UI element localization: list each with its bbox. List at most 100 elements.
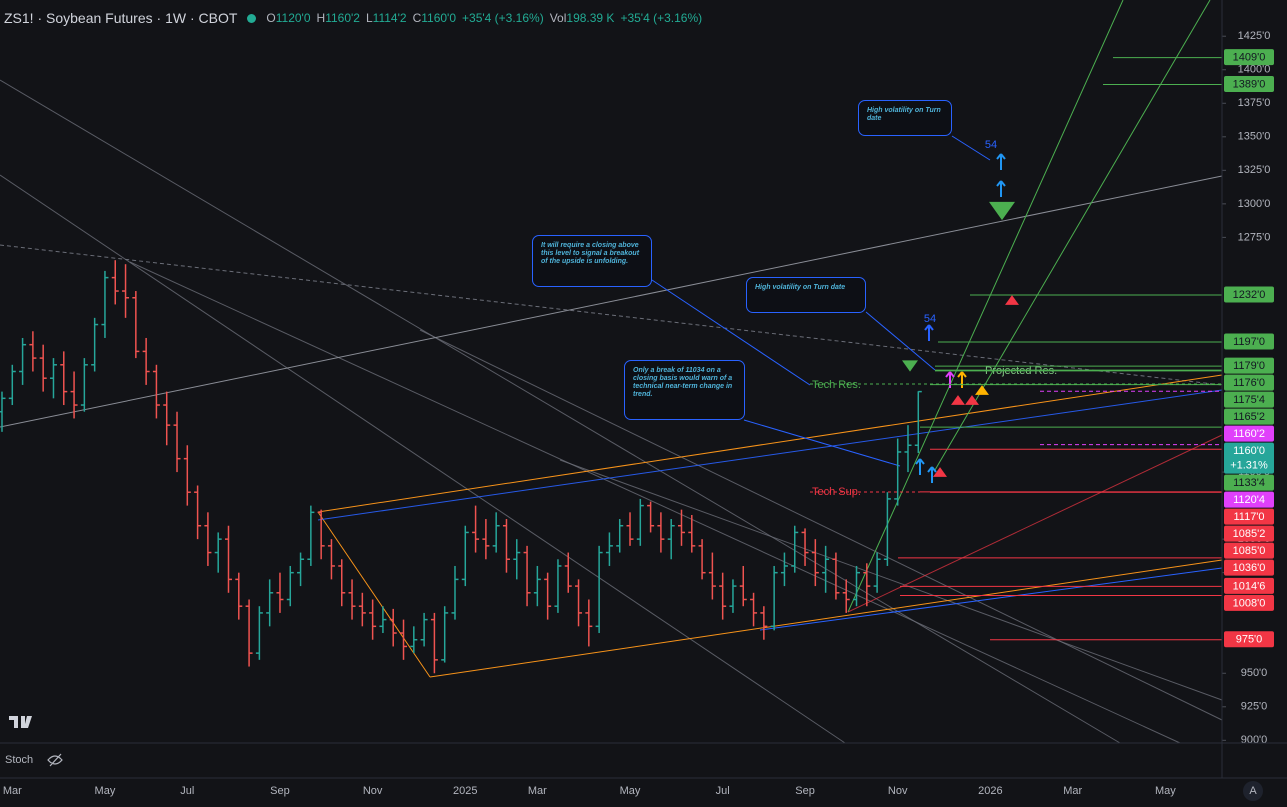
quote-key: H: [316, 11, 326, 25]
price-badge-label: 1120'4: [1233, 494, 1265, 506]
arrow-marker: [996, 180, 1006, 197]
status-dot: [247, 13, 257, 23]
price-badge: [1224, 442, 1274, 474]
quote-value: 1160'0: [421, 11, 457, 25]
callout: High volatility on Turn date: [746, 277, 866, 313]
quote-key: O: [266, 11, 276, 25]
callout: Only a break of 11034 on a closing basis…: [624, 360, 745, 420]
x-tick-label: Mar: [3, 785, 22, 797]
x-tick-label: Jul: [180, 785, 194, 797]
y-tick-label: 1400'0: [1238, 64, 1271, 76]
y-tick-label: 925'0: [1241, 701, 1268, 713]
symbol[interactable]: ZS1! · Soybean Futures · 1W · CBOT: [4, 10, 238, 26]
x-tick-label: Mar: [1063, 785, 1082, 797]
x-tick-label: Nov: [363, 785, 383, 797]
price-badge: [1224, 508, 1274, 525]
channel-line: [429, 559, 1223, 678]
price-badge: [1224, 594, 1274, 611]
price-badge-label: 1008'0: [1233, 597, 1266, 609]
x-tick-label: Nov: [888, 785, 908, 797]
fan-line: [934, 0, 1211, 471]
cycle-label: 54: [985, 139, 997, 151]
volume-change: +35'4 (+3.16%): [620, 11, 703, 25]
signal-marker: [989, 201, 1015, 221]
signal-marker: [1005, 295, 1019, 305]
tech-res-label: Tech Res.: [812, 379, 861, 391]
price-badge: [1224, 357, 1274, 374]
x-tick-label: 2025: [453, 785, 477, 797]
auto-scale-label: A: [1249, 785, 1257, 797]
y-tick-label: 1275'0: [1238, 231, 1271, 243]
cycle-label: 54: [924, 313, 936, 325]
trend-line: [0, 174, 846, 744]
price-badge: [1224, 286, 1274, 303]
trend-line: [0, 244, 1223, 386]
trend-line: [129, 261, 1181, 744]
trend-line: [0, 79, 1121, 744]
price-badge-label: 1389'0: [1233, 78, 1266, 90]
y-tick-label: 950'0: [1241, 667, 1268, 679]
x-tick-label: Sep: [270, 785, 290, 797]
price-badge-label: 1014'6: [1233, 580, 1266, 592]
auto-scale-button[interactable]: [1243, 781, 1263, 801]
price-badge-label: 1117'0: [1233, 511, 1264, 523]
price-badge-label: 1085'2: [1233, 528, 1266, 540]
x-tick-label: May: [1155, 785, 1176, 797]
volume-value: 198.39 K: [566, 11, 615, 25]
volume-key: Vol: [549, 11, 567, 25]
arrow-marker: [927, 466, 937, 483]
price-badge: [1224, 577, 1274, 594]
visibility-icon: [47, 753, 63, 767]
price-badge: [1224, 525, 1274, 542]
price-badge-label: 1036'0: [1233, 562, 1266, 574]
fan-line: [847, 0, 1124, 613]
quote-key: C: [412, 11, 422, 25]
price-badge: [1224, 559, 1274, 576]
channel-line: [317, 511, 431, 678]
callout: It will require a closing above this lev…: [532, 235, 652, 287]
arrow-marker: [945, 371, 955, 388]
price-badge-label: 975'0: [1236, 634, 1263, 646]
fan-line: [847, 434, 1223, 613]
price-badge: [1224, 75, 1274, 92]
arrow-marker: [924, 324, 934, 341]
channel-line: [317, 389, 1223, 521]
x-tick-label: Jul: [716, 785, 730, 797]
trend-line: [419, 329, 1223, 721]
callout: High volatility on Turn date: [858, 100, 952, 136]
price-badge: [1224, 49, 1274, 66]
price-badge-label: 1133'4: [1233, 477, 1265, 489]
y-tick-label: 1300'0: [1238, 198, 1271, 210]
price-badge: [1224, 391, 1274, 408]
signal-marker: [965, 395, 979, 405]
trend-line: [0, 175, 1223, 428]
x-tick-label: 2026: [978, 785, 1002, 797]
price-badge: [1224, 474, 1274, 491]
quote-key: L: [365, 11, 373, 25]
x-tick-label: May: [620, 785, 641, 797]
legend-header: ZS1! · Soybean Futures · 1W · CBOT O 1120…: [4, 10, 702, 26]
channel-line: [759, 567, 1223, 631]
y-tick-label: 1375'0: [1238, 97, 1271, 109]
price-badge-label: 1085'0: [1233, 545, 1266, 557]
price-badge-label: 1232'0: [1233, 289, 1266, 301]
x-tick-label: May: [95, 785, 116, 797]
price-badge-label: 1160'2: [1233, 428, 1265, 440]
arrow-marker: [996, 153, 1006, 170]
signal-marker: [951, 395, 965, 405]
price-badge-label: 1165'2: [1233, 411, 1265, 423]
callout-pointer: [651, 279, 811, 386]
lower-pane: [0, 743, 1287, 778]
price-badge-label: 1179'0: [1233, 360, 1265, 372]
callout-pointer: [743, 419, 901, 467]
price-badge: [1224, 374, 1274, 391]
x-tick-label: Mar: [528, 785, 547, 797]
y-tick-label: 1350'0: [1238, 131, 1271, 143]
quote-change: +35'4 (+3.16%): [462, 11, 544, 25]
callout-pointer: [951, 135, 991, 161]
arrow-marker: [957, 371, 967, 388]
price-badge-label: 1160'0: [1233, 445, 1265, 457]
price-badge: [1224, 425, 1274, 442]
